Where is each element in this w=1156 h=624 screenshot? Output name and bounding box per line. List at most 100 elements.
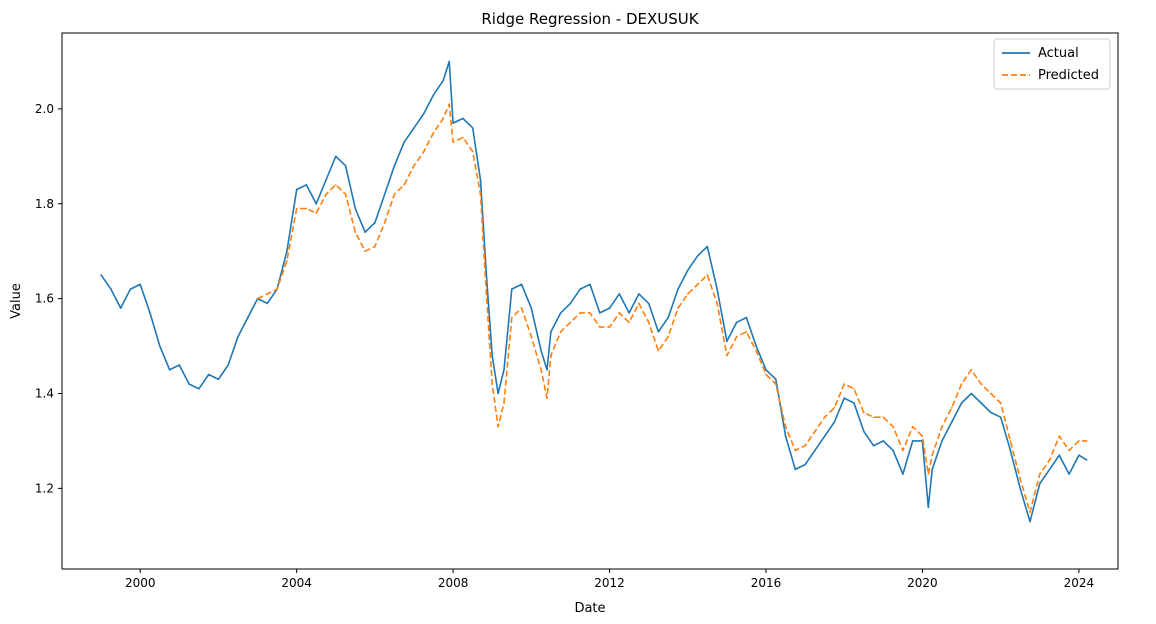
data-point-predicted	[448, 103, 451, 105]
data-point-predicted	[315, 212, 318, 214]
data-point-actual	[442, 79, 445, 82]
data-point-actual	[247, 316, 249, 319]
data-point-actual	[295, 188, 298, 191]
data-point-predicted	[364, 250, 366, 252]
x-tick-label: 2020	[907, 576, 938, 590]
data-point-predicted	[735, 335, 738, 338]
data-point-actual	[479, 179, 482, 181]
data-point-predicted	[765, 373, 767, 376]
data-point-actual	[1039, 482, 1041, 485]
data-point-predicted	[569, 321, 572, 324]
data-point-actual	[100, 274, 102, 276]
data-point-actual	[178, 364, 181, 366]
data-point-predicted	[423, 150, 425, 153]
data-point-actual	[344, 165, 347, 167]
data-point-actual	[1029, 520, 1031, 523]
data-point-predicted	[970, 369, 973, 371]
data-point-actual	[432, 93, 435, 96]
series-layer	[100, 60, 1088, 523]
data-point-actual	[448, 60, 451, 63]
data-point-actual	[951, 421, 953, 423]
data-point-predicted	[530, 335, 533, 338]
data-point-predicted	[491, 383, 494, 385]
data-point-predicted	[833, 406, 836, 409]
data-point-predicted	[286, 259, 288, 262]
data-point-predicted	[1085, 440, 1088, 442]
data-point-predicted	[354, 231, 357, 233]
data-point-predicted	[608, 326, 611, 328]
legend: Actual Predicted	[993, 38, 1111, 90]
plot-area: 2000 2004 2008 2012 2016 2020 2024 1.21.41.61.…	[35, 32, 1119, 590]
x-tick-label: 2004	[281, 576, 312, 590]
data-point-predicted	[511, 316, 513, 319]
data-point-actual	[286, 250, 288, 252]
data-point-actual	[999, 416, 1002, 419]
data-point-actual	[804, 463, 806, 466]
data-point-predicted	[921, 435, 924, 438]
data-point-actual	[354, 207, 357, 210]
data-point-actual	[931, 468, 933, 471]
data-point-predicted	[902, 449, 904, 452]
data-point-predicted	[638, 302, 640, 305]
data-point-actual	[1078, 454, 1080, 457]
data-point-predicted	[471, 150, 474, 153]
data-point-predicted	[872, 416, 875, 419]
data-point-predicted	[452, 141, 454, 143]
data-point-actual	[413, 127, 415, 129]
data-point-actual	[119, 307, 122, 309]
data-point-predicted	[1068, 449, 1070, 452]
data-point-predicted	[1019, 478, 1021, 480]
data-point-actual	[227, 364, 229, 366]
data-point-actual	[726, 340, 728, 343]
data-point-actual	[503, 369, 505, 371]
data-point-actual	[198, 388, 200, 390]
data-point-predicted	[1009, 440, 1012, 442]
data-point-actual	[647, 302, 650, 305]
data-point-predicted	[911, 425, 914, 428]
data-point-actual	[452, 122, 454, 124]
data-point-actual	[1085, 459, 1088, 461]
data-point-predicted	[618, 312, 621, 314]
data-point-actual	[159, 345, 161, 347]
legend-box	[993, 38, 1111, 90]
data-point-actual	[677, 288, 679, 290]
data-point-predicted	[853, 388, 855, 390]
data-point-predicted	[374, 245, 376, 248]
data-point-actual	[207, 373, 210, 376]
data-point-predicted	[276, 288, 278, 290]
data-point-predicted	[892, 425, 894, 428]
data-point-actual	[775, 378, 777, 381]
y-axis: 1.2 1.4 1.6 1.8 2.0	[35, 102, 62, 495]
data-point-actual	[706, 245, 709, 248]
data-point-actual	[579, 288, 581, 290]
data-point-actual	[716, 288, 718, 290]
data-point-actual	[784, 435, 787, 438]
data-point-actual	[497, 392, 499, 395]
data-point-actual	[325, 179, 327, 181]
data-point-actual	[823, 435, 826, 438]
x-axis: 2000 2004 2008 2012 2016 2020 2024	[125, 569, 1094, 590]
data-point-actual	[843, 397, 845, 400]
data-point-actual	[266, 302, 269, 305]
data-point-actual	[892, 449, 894, 452]
data-point-predicted	[266, 293, 269, 295]
y-tick-label: 2.0	[35, 102, 54, 116]
data-point-actual	[980, 402, 982, 404]
data-point-predicted	[775, 383, 777, 385]
data-point-predicted	[931, 454, 933, 457]
data-point-predicted	[804, 444, 806, 447]
data-point-predicted	[442, 117, 445, 120]
data-point-predicted	[295, 207, 298, 210]
data-point-actual	[540, 350, 542, 352]
data-point-actual	[520, 283, 523, 286]
data-point-actual	[1019, 487, 1021, 490]
data-point-predicted	[882, 416, 885, 419]
x-axis-label: Date	[574, 601, 605, 616]
data-point-actual	[941, 440, 943, 442]
data-point-actual	[1048, 468, 1051, 471]
data-point-actual	[305, 184, 308, 186]
y-tick-label: 1.6	[35, 292, 54, 306]
data-point-predicted	[726, 354, 728, 357]
data-point-predicted	[485, 293, 488, 295]
